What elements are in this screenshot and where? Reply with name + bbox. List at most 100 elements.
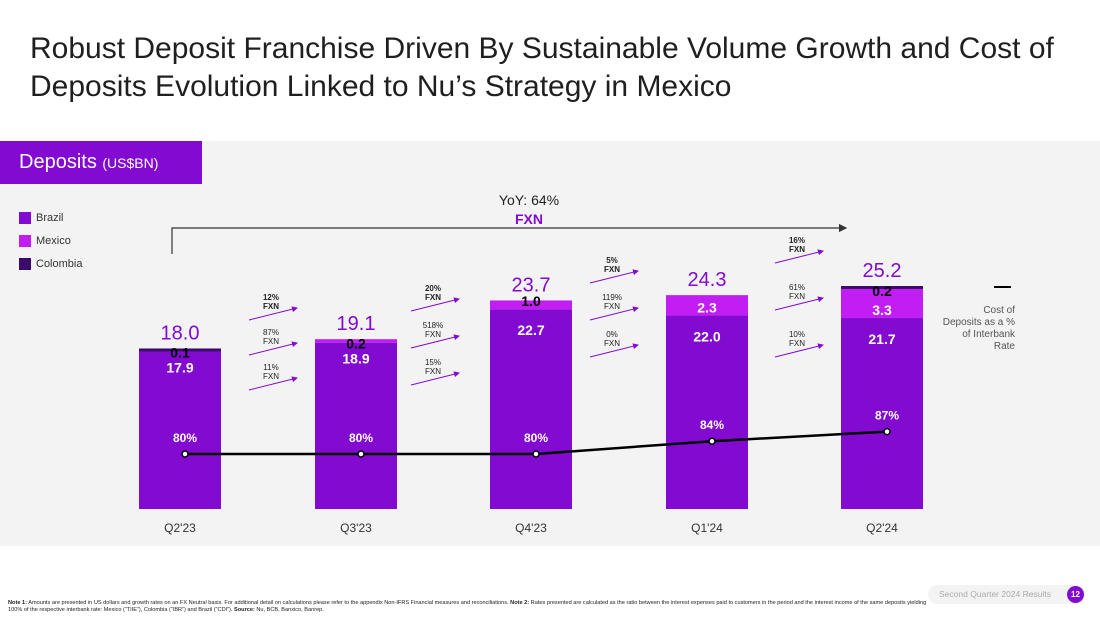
category-label-1: Q3'23 xyxy=(340,521,372,535)
bar-colombia-0 xyxy=(139,348,221,352)
growth-total-sub-1: FXN xyxy=(425,293,441,302)
cost-line-legend-label: Cost of Deposits as a % of Interbank Rate xyxy=(943,305,1016,352)
bar-mexico-2 xyxy=(490,300,572,310)
panel-label-text: Deposits xyxy=(19,151,97,173)
growth-total-3: 16% xyxy=(789,236,805,245)
growth-brazil-sub-3: FXN xyxy=(789,292,805,301)
legend-item-brazil: Brazil xyxy=(19,206,82,229)
growth-other-1: 15% xyxy=(425,358,441,367)
footnote-note1: Amounts are presented in US dollars and … xyxy=(26,600,511,606)
growth-arrow-other-3 xyxy=(774,343,824,358)
cost-label-1: 80% xyxy=(349,431,373,445)
total-label-0: 18.0 xyxy=(161,322,200,344)
mexico-label-1: 0.2 xyxy=(346,336,366,352)
growth-total-1: 20% xyxy=(425,284,441,293)
growth-total-sub-2: FXN xyxy=(604,265,620,274)
legend-swatch-colombia xyxy=(19,257,31,270)
cost-label-2: 80% xyxy=(524,431,548,445)
growth-arrow-other-1 xyxy=(410,371,460,386)
legend-label-brazil: Brazil xyxy=(36,211,64,224)
legend-item-colombia: Colombia xyxy=(19,252,82,275)
growth-arrow-brazil-0 xyxy=(248,341,298,356)
legend-swatch-brazil xyxy=(19,211,31,224)
brazil-label-4: 21.7 xyxy=(868,331,895,347)
footer-badge: Second Quarter 2024 Results 12 xyxy=(928,585,1085,604)
growth-other-2: 0% xyxy=(606,330,618,339)
brazil-label-1: 18.9 xyxy=(342,351,369,367)
bar-mexico-1 xyxy=(315,339,397,343)
brazil-label-0: 17.9 xyxy=(166,359,193,375)
cost-point-2 xyxy=(532,450,540,458)
bar-mexico-4 xyxy=(841,289,923,319)
growth-brazil-0: 87% xyxy=(263,328,279,337)
growth-arrow-brazil-2 xyxy=(589,306,639,321)
growth-total-2: 5% xyxy=(606,256,618,265)
growth-arrow-total-1 xyxy=(410,297,460,312)
growth-arrow-brazil-1 xyxy=(410,334,460,349)
footnote-note2: Rates presented are calculated as the ra… xyxy=(8,600,927,613)
page-title: Robust Deposit Franchise Driven By Susta… xyxy=(30,32,1054,103)
colombia-label-0: 0.1 xyxy=(170,344,190,360)
legend-label-mexico: Mexico xyxy=(36,234,71,247)
bar-brazil-2 xyxy=(490,309,572,509)
yoy-bracket xyxy=(171,223,848,254)
growth-arrow-total-0 xyxy=(248,306,298,321)
cost-label-0: 80% xyxy=(173,431,197,445)
growth-brazil-1: 518% xyxy=(423,321,443,330)
footnote-note1-label: Note 1: xyxy=(8,600,27,606)
legend-item-mexico: Mexico xyxy=(19,229,82,252)
bar-brazil-1 xyxy=(315,342,397,509)
brazil-label-3: 22.0 xyxy=(693,328,720,344)
growth-brazil-sub-2: FXN xyxy=(604,302,620,311)
brazil-label-2: 22.7 xyxy=(517,322,544,338)
total-label-1: 19.1 xyxy=(337,313,376,335)
total-label-4: 25.2 xyxy=(863,260,902,282)
footnote: Note 1: Amounts are presented in US doll… xyxy=(8,600,928,614)
mexico-label-2: 1.0 xyxy=(521,293,541,309)
bar-mexico-3 xyxy=(666,295,748,316)
total-label-3: 24.3 xyxy=(688,269,727,291)
growth-other-sub-0: FXN xyxy=(263,372,279,381)
bar-colombia-4 xyxy=(841,286,923,289)
category-label-4: Q2'24 xyxy=(866,521,898,535)
category-label-0: Q2'23 xyxy=(164,521,196,535)
cost-point-1 xyxy=(357,450,365,458)
cost-point-4 xyxy=(883,427,891,436)
panel-label: Deposits (US$BN) xyxy=(0,141,202,184)
footnote-note2-label: Note 2: xyxy=(510,600,530,606)
footnote-source-label: Source: xyxy=(234,607,255,613)
yoy-sub: FXN xyxy=(515,211,543,227)
growth-arrow-other-0 xyxy=(248,376,298,391)
footnote-source: Nu, BCB, Banxico, Banrep. xyxy=(254,607,324,613)
growth-brazil-sub-1: FXN xyxy=(425,330,441,339)
bar-brazil-0 xyxy=(139,351,221,509)
growth-total-sub-3: FXN xyxy=(789,245,805,254)
mexico-label-4: 3.3 xyxy=(872,302,892,318)
growth-other-sub-1: FXN xyxy=(425,367,441,376)
category-label-3: Q1'24 xyxy=(691,521,723,535)
cost-line-legend-part-3: Rate xyxy=(994,341,1016,352)
growth-arrow-brazil-3 xyxy=(774,296,824,311)
bar-brazil-4 xyxy=(841,318,923,509)
colombia-label-4: 0.2 xyxy=(872,283,892,299)
cost-label-4: 87% xyxy=(875,409,899,423)
cost-point-3 xyxy=(708,437,716,445)
yoy-label: YoY: 64% xyxy=(499,192,559,208)
growth-brazil-3: 61% xyxy=(789,283,805,292)
legend-label-colombia: Colombia xyxy=(36,257,83,270)
panel-unit: (US$BN) xyxy=(102,155,159,171)
total-label-2: 23.7 xyxy=(512,274,551,296)
category-label-2: Q4'23 xyxy=(515,521,547,535)
bar-brazil-3 xyxy=(666,315,748,509)
cost-line-legend-part-0: Cost of xyxy=(983,305,1015,316)
growth-total-0: 12% xyxy=(263,293,279,302)
cost-line-legend-part-1: Deposits as a % xyxy=(943,317,1015,328)
legend: Brazil Mexico Colombia xyxy=(19,206,82,275)
growth-other-3: 10% xyxy=(789,330,805,339)
cost-line-legend-part-2: of Interbank xyxy=(962,329,1016,340)
footer-text: Second Quarter 2024 Results xyxy=(939,589,1051,599)
growth-other-0: 11% xyxy=(263,363,278,372)
page-number: 12 xyxy=(1067,586,1084,603)
growth-other-sub-3: FXN xyxy=(789,339,805,348)
